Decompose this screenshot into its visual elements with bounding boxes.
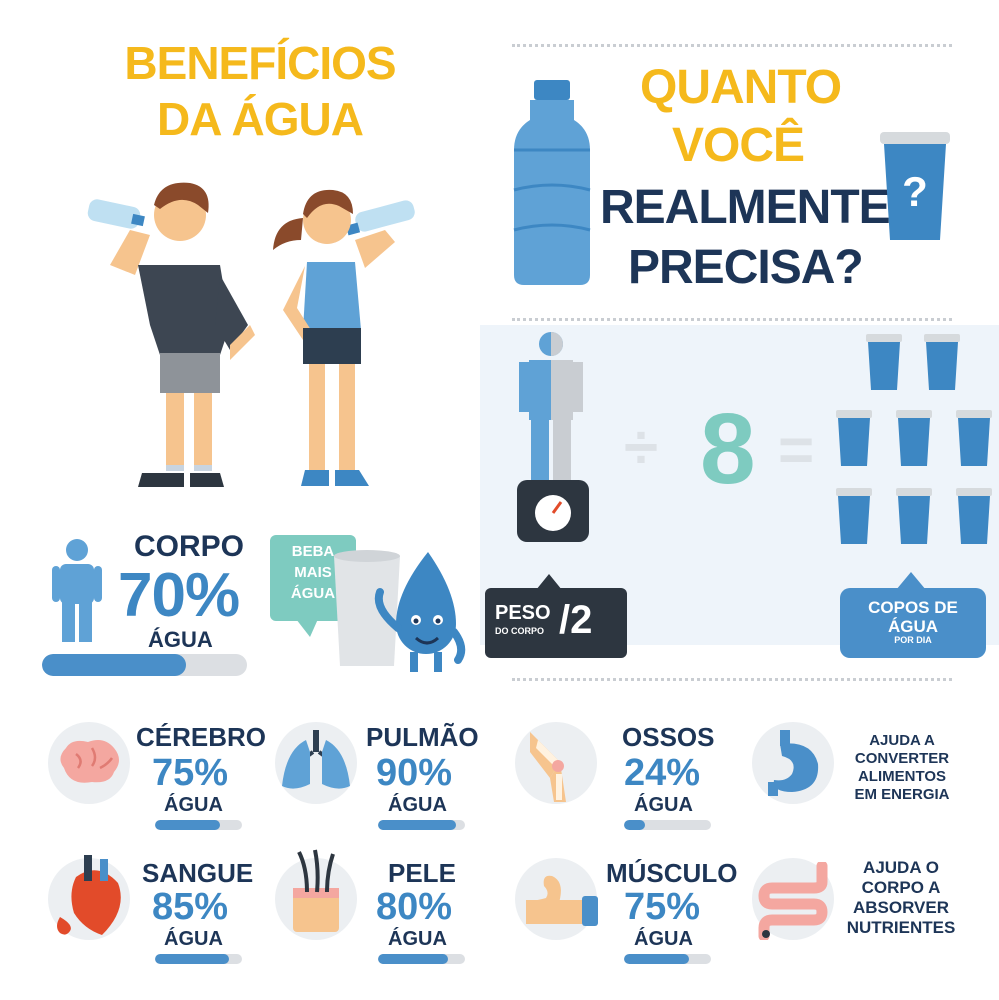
copos-line-2: ÁGUA <box>887 617 939 636</box>
organ-1-value: 90% <box>376 752 453 794</box>
organ-0-name: CÉREBRO <box>136 722 267 752</box>
organ-4-value: 80% <box>376 886 453 928</box>
organ-4-unit: ÁGUA <box>388 928 447 950</box>
organ-2-value: 24% <box>624 752 701 794</box>
water-glass-icon <box>956 410 992 466</box>
question-line-3: REALMENTE <box>600 181 891 234</box>
man-drinking-illustration <box>87 182 255 487</box>
divider-top <box>512 44 952 47</box>
intestine-icon <box>758 862 828 940</box>
copos-line-3: POR DIA <box>894 635 932 645</box>
organ-5-name: MÚSCULO <box>606 858 738 888</box>
benefit-1-line-1: AJUDA O <box>863 858 939 877</box>
copos-label-tail <box>896 572 926 590</box>
organ-3-value: 85% <box>152 886 229 928</box>
corpo-percent: 70% <box>118 561 240 630</box>
heart-icon <box>57 855 121 935</box>
organ-2-fill <box>624 820 645 830</box>
question-line-1: QUANTO <box>640 61 842 114</box>
organ-5-value: 75% <box>624 886 701 928</box>
stomach-icon <box>768 730 819 796</box>
water-glass-icon <box>896 410 932 466</box>
divide-symbol: ÷ <box>624 413 659 482</box>
glass-and-drop-icon <box>334 550 466 672</box>
woman-drinking-illustration <box>273 189 415 486</box>
organ-5-bar <box>624 954 711 964</box>
organ-4-fill <box>378 954 448 964</box>
benefit-1-line-2: CORPO A <box>861 878 941 897</box>
organ-0-fill <box>155 820 221 830</box>
organ-1-unit: ÁGUA <box>388 794 447 816</box>
muscle-arm-icon <box>526 875 598 926</box>
water-glass-icon <box>836 410 872 466</box>
benefit-0-line-1: AJUDA A <box>869 732 935 749</box>
water-glass-icon <box>924 334 960 390</box>
organ-4-bar <box>378 954 465 964</box>
corpo-label: CORPO <box>134 530 245 563</box>
equals-symbol: = <box>778 416 815 485</box>
cup-question-mark: ? <box>902 168 928 215</box>
benefit-0-text: AJUDA A CONVERTER ALIMENTOS EM ENERGIA <box>842 732 962 804</box>
peso-division: /2 <box>559 598 593 642</box>
divisor-number: 8 <box>700 393 756 505</box>
copos-line-1: COPOS DE <box>868 598 958 617</box>
organ-3-bar <box>155 954 242 964</box>
benefit-0-line-3: ALIMENTOS <box>857 768 947 785</box>
peso-label-1: PESO <box>495 602 551 624</box>
organ-5-fill <box>624 954 690 964</box>
organ-1-bar <box>378 820 465 830</box>
organ-1-fill <box>378 820 457 830</box>
benefit-0-line-2: CONVERTER <box>854 750 950 767</box>
speech-line-2: MAIS <box>294 564 332 581</box>
water-glass-icon <box>896 488 932 544</box>
benefit-1-text: AJUDA O CORPO A ABSORVER NUTRIENTES <box>836 858 966 938</box>
organ-3-name: SANGUE <box>142 858 254 888</box>
speech-line-3: ÁGUA <box>290 585 336 602</box>
organ-2-name: OSSOS <box>622 722 715 752</box>
peso-label-2: DO CORPO <box>495 626 545 636</box>
title-line-2: DA ÁGUA <box>157 93 364 145</box>
speech-bubble-tail <box>296 619 318 637</box>
peso-label-box: PESO DO CORPO /2 <box>485 588 627 658</box>
peso-label-tail <box>536 574 562 590</box>
bone-joint-icon <box>530 732 566 802</box>
organ-1-name: PULMÃO <box>366 722 479 752</box>
body-scale-icon <box>517 332 589 542</box>
organ-0-unit: ÁGUA <box>164 794 223 816</box>
organ-0-value: 75% <box>152 752 229 794</box>
organ-5-unit: ÁGUA <box>634 928 693 950</box>
organ-3-unit: ÁGUA <box>164 928 223 950</box>
question-line-2: VOCÊ <box>672 119 805 172</box>
divider-bottom <box>512 678 952 681</box>
lungs-icon <box>282 730 350 789</box>
water-glass-icon <box>836 488 872 544</box>
water-bottle-icon <box>513 80 591 285</box>
organ-3-fill <box>155 954 229 964</box>
corpo-progress-bar <box>42 654 247 676</box>
benefit-1-line-4: NUTRIENTES <box>846 918 956 937</box>
copos-label-box: COPOS DE ÁGUA POR DIA <box>840 588 986 658</box>
water-glass-icon <box>956 488 992 544</box>
body-silhouette-icon <box>52 539 102 642</box>
benefit-1-line-3: ABSORVER <box>852 898 950 917</box>
speech-line-1: BEBA <box>291 543 335 560</box>
corpo-progress-fill <box>42 654 186 676</box>
cup-question-icon <box>880 132 950 240</box>
question-line-4: PRECISA? <box>628 241 864 294</box>
corpo-unit: ÁGUA <box>148 627 213 652</box>
organ-2-unit: ÁGUA <box>634 794 693 816</box>
benefit-0-line-4: EM ENERGIA <box>854 786 950 803</box>
organ-4-name: PELE <box>388 858 456 888</box>
skin-hair-icon <box>293 849 339 932</box>
organ-2-bar <box>624 820 711 830</box>
divider-middle <box>512 318 952 321</box>
title-line-1: BENEFÍCIOS <box>124 37 396 89</box>
brain-icon <box>60 740 119 783</box>
water-glass-icon <box>866 334 902 390</box>
organ-0-bar <box>155 820 242 830</box>
